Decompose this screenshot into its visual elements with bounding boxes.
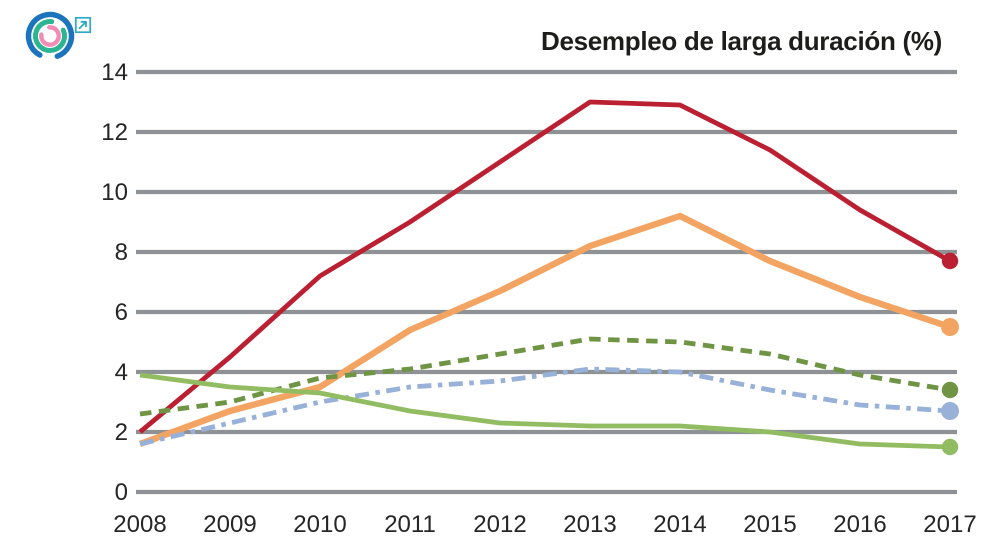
series-line-orange-solid [138,212,952,448]
y-tick-label: 6 [115,299,128,326]
y-axis-labels: 0 2 4 6 8 10 12 14 [101,59,128,506]
gridlines [136,69,957,495]
brand-logo[interactable] [20,6,100,72]
series-line-light-green-solid [139,372,951,450]
series-line-blue-dash-dot [139,366,951,447]
y-tick-label: 2 [115,419,128,446]
x-tick-label: 2009 [203,511,256,538]
y-tick-label: 12 [101,119,128,146]
x-tick-label: 2015 [743,511,796,538]
series-lines [138,99,959,456]
y-tick-label: 4 [115,359,128,386]
x-tick-label: 2014 [653,511,706,538]
x-axis-labels: 2008 2009 2010 2011 2012 2013 2014 2015 2016 2017 [113,511,976,538]
y-tick-label: 10 [101,179,128,206]
x-tick-label: 2017 [923,511,976,538]
series-endpoint-light-green-solid [941,438,959,456]
series-endpoint-blue-dash-dot [941,402,959,420]
series-endpoint-green-dashed [941,381,959,399]
y-tick-label: 14 [101,59,128,86]
logo-icon [25,11,75,61]
series-endpoint-orange-solid [941,318,959,336]
external-link-icon[interactable] [74,16,92,34]
y-tick-label: 8 [115,239,128,266]
x-tick-label: 2010 [293,511,346,538]
x-tick-label: 2012 [473,511,526,538]
y-tick-label: 0 [115,479,128,506]
series-line-dark-red-solid [138,99,952,434]
x-tick-label: 2011 [384,511,436,538]
x-tick-label: 2016 [833,511,886,538]
x-tick-label: 2013 [563,511,616,538]
chart-title: Desempleo de larga duración (%) [540,26,942,56]
x-tick-label: 2008 [113,511,166,538]
series-endpoint-dark-red-solid [941,252,959,270]
